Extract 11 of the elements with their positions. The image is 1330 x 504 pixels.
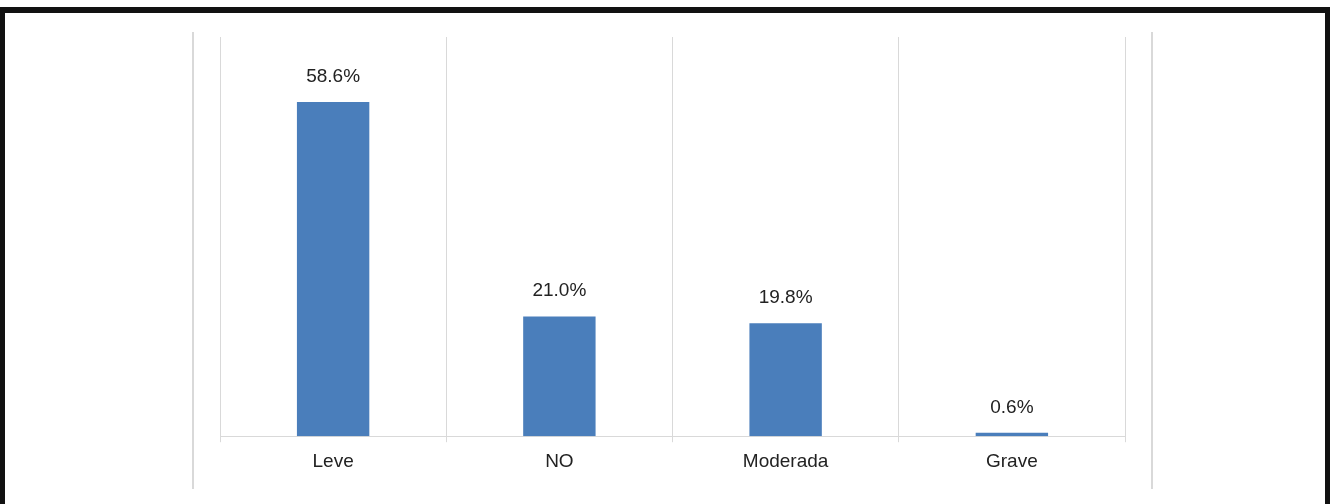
data-label: 0.6%: [990, 395, 1034, 417]
data-label: 58.6%: [306, 64, 361, 86]
x-tick-label: Moderada: [742, 449, 829, 471]
data-label: 19.8%: [758, 286, 813, 308]
x-tick-label: Leve: [312, 449, 354, 471]
x-tick-label: Grave: [986, 449, 1038, 471]
bar: [749, 323, 822, 437]
bar: [296, 102, 370, 437]
data-label: 21.0%: [532, 279, 587, 301]
bar: [523, 316, 596, 437]
x-tick-label: NO: [545, 449, 574, 471]
